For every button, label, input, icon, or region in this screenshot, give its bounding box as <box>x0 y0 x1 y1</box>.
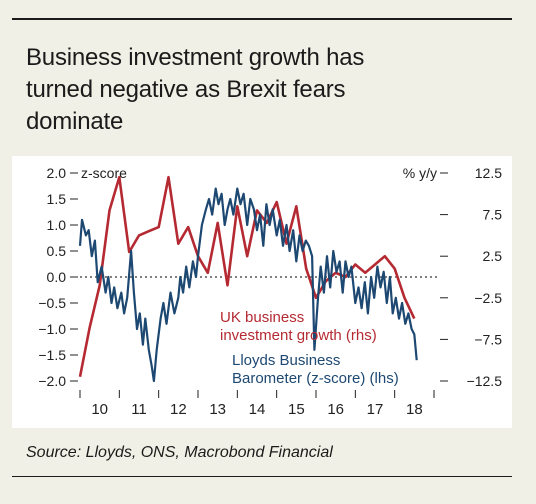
x-tick-label: 14 <box>249 401 266 418</box>
x-tick-label: 17 <box>367 401 384 418</box>
left-tick-label: 1.0 <box>47 217 67 233</box>
x-tick-label: 12 <box>170 401 187 418</box>
annotation-investment-growth: UK business investment growth (rhs) <box>220 309 377 344</box>
chart-area <box>12 156 512 428</box>
right-tick-label: −7.5 <box>474 331 502 347</box>
left-tick-label: 0.5 <box>47 243 67 259</box>
right-tick-label: −12.5 <box>467 373 503 389</box>
x-tick-label: 16 <box>327 401 344 418</box>
investment-growth-line <box>78 175 416 378</box>
left-tick-label: 0.0 <box>47 269 67 285</box>
left-tick-label: −1.0 <box>38 321 66 337</box>
left-tick-label: 2.0 <box>47 165 67 181</box>
top-rule <box>12 18 512 20</box>
chart-source: Source: Lloyds, ONS, Macrobond Financial <box>26 444 333 461</box>
right-tick-label: 7.5 <box>483 207 503 223</box>
left-tick-label: 1.5 <box>47 191 67 207</box>
chart-title: Business investment growth has turned ne… <box>26 44 365 135</box>
x-tick-label: 18 <box>406 401 423 418</box>
right-tick-label: 12.5 <box>475 165 502 181</box>
left-tick-label: −1.5 <box>38 347 66 363</box>
x-tick-label: 15 <box>288 401 305 418</box>
barometer-line <box>78 187 418 383</box>
left-tick-label: −0.5 <box>38 295 66 311</box>
bottom-rule <box>12 476 512 477</box>
annotation-barometer: Lloyds Business Barometer (z-score) (lhs) <box>232 352 399 387</box>
right-tick-label: −2.5 <box>474 290 502 306</box>
left-tick-label: −2.0 <box>38 373 66 389</box>
chart-svg: 2.0 1.5 1.0 0.5 0.0 −0.5 −1.0 −1.5 −2.0 z-score 12… <box>38 165 503 418</box>
right-tick-label: 2.5 <box>483 248 503 264</box>
left-axis-label: z-score <box>81 165 127 181</box>
x-tick-label: 13 <box>209 401 226 418</box>
x-tick-label: 11 <box>131 401 147 418</box>
x-tick-label: 10 <box>91 401 108 418</box>
right-axis-label: % y/y <box>403 165 437 181</box>
